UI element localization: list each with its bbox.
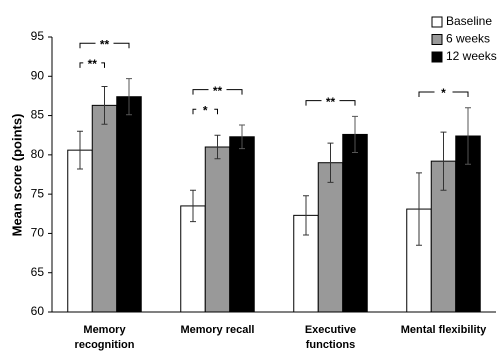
bracket-label-bg [83,59,102,66]
y-tick-label: 90 [31,68,45,82]
y-tick-label: 65 [31,265,45,279]
bar [229,136,255,313]
bar [317,162,344,313]
error-bar [126,78,132,116]
error-bar [239,124,245,150]
x-tick-label: Memory recognition [75,324,135,351]
legend-label: Baseline [446,14,492,28]
error-bar [77,130,83,170]
x-tick-label: Executive functions [305,324,356,351]
y-tick-label: 70 [31,226,45,240]
y-tick-label: 95 [31,29,45,43]
error-bar [190,189,196,223]
bracket-label-bg [196,106,215,113]
bracket-label-bg [434,89,453,95]
error-bar [416,172,422,246]
y-tick-label: 75 [31,186,45,200]
legend-label: 12 weeks [446,49,497,63]
error-bar [214,134,221,160]
error-bar [303,195,309,236]
y-axis-label: Mean score (points) [9,114,24,237]
error-bar [440,131,447,191]
x-tick-label: Mental flexibility [401,324,487,336]
error-bar [327,142,334,183]
legend-swatch [431,51,443,63]
legend-label: 6 weeks [446,32,490,46]
error-bar [101,86,108,125]
legend-swatch [431,34,443,45]
y-tick-label: 80 [31,147,45,161]
error-bar [352,115,358,153]
bar [342,133,368,313]
bracket-label-bg [208,86,227,93]
bar [91,104,118,313]
error-bar [465,107,471,165]
legend-swatch [431,16,443,28]
bar [204,146,231,313]
bracket-label-bg [95,40,114,47]
significance-label: ** [213,84,223,98]
significance-label: * [203,103,208,117]
bar [67,149,93,313]
significance-label: ** [88,57,98,71]
significance-label: * [441,86,446,100]
significance-label: ** [326,95,336,109]
bar [116,96,142,313]
y-tick-label: 60 [31,304,45,318]
y-tick-label: 85 [31,108,45,122]
bracket-label-bg [321,97,340,104]
x-tick-label: Memory recall [181,324,255,336]
significance-label: ** [100,37,110,51]
